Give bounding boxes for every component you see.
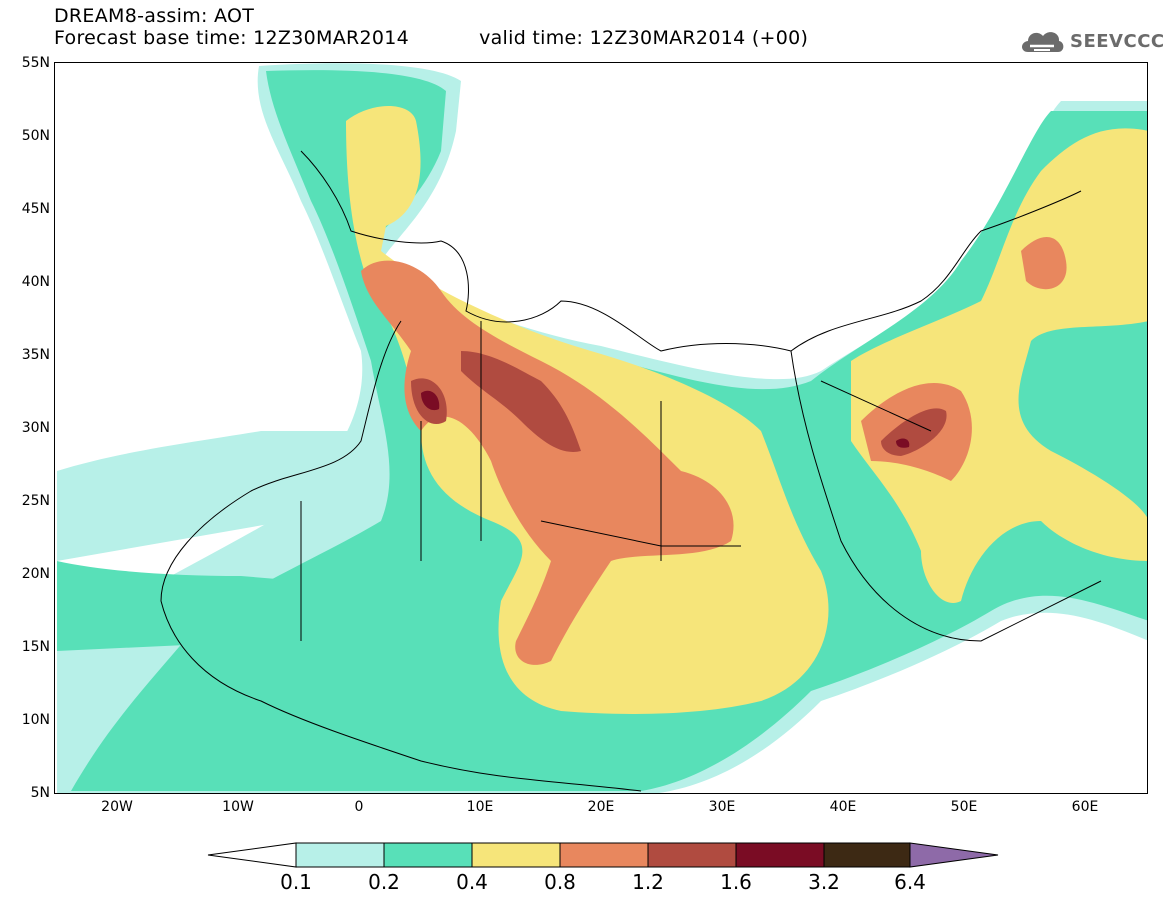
colorbar — [207, 842, 999, 868]
lon-label: 40E — [829, 799, 857, 815]
lon-label: 50E — [950, 799, 978, 815]
colorbar-label: 6.4 — [894, 870, 926, 894]
colorbar-label: 0.2 — [368, 870, 400, 894]
lat-label: 45N — [21, 201, 50, 217]
lat-label: 35N — [21, 347, 50, 363]
colorbar-high-arrow — [909, 842, 999, 868]
lat-label: 55N — [21, 55, 50, 71]
lat-label: 15N — [21, 639, 50, 655]
forecast-times: Forecast base time: 12Z30MAR2014 valid ti… — [54, 28, 808, 48]
valid-time: valid time: 12Z30MAR2014 (+00) — [479, 27, 809, 49]
colorbar-low-arrow — [207, 842, 297, 868]
cloud-icon — [1022, 32, 1064, 52]
aot-0.8-region — [361, 260, 734, 665]
colorbar-segment — [295, 842, 385, 868]
lat-label: 50N — [21, 128, 50, 144]
lon-label: 10W — [222, 799, 254, 815]
colorbar-label: 0.8 — [544, 870, 576, 894]
lat-label: 30N — [21, 420, 50, 436]
lat-label: 10N — [21, 712, 50, 728]
colorbar-label: 0.4 — [456, 870, 488, 894]
lon-label: 20W — [101, 799, 133, 815]
colorbar-segment — [823, 842, 911, 868]
coastline-arabia — [790, 350, 1102, 642]
colorbar-segment — [383, 842, 473, 868]
colorbar-label: 0.1 — [280, 870, 312, 894]
colorbar-segment — [471, 842, 561, 868]
aot-map — [54, 62, 1148, 794]
colorbar-segment — [559, 842, 649, 868]
colorbar-label: 1.2 — [632, 870, 664, 894]
lat-label: 20N — [21, 566, 50, 582]
colorbar-label: 1.6 — [720, 870, 752, 894]
coastline-africa — [160, 320, 642, 792]
coastline-europe — [300, 150, 1082, 352]
lat-label: 25N — [21, 493, 50, 509]
base-time: Forecast base time: 12Z30MAR2014 — [54, 27, 410, 49]
seevccc-logo: SEEVCCC — [1018, 26, 1165, 56]
aot-field — [57, 63, 1147, 793]
colorbar-label: 3.2 — [808, 870, 840, 894]
lon-label: 30E — [708, 799, 736, 815]
colorbar-segment — [647, 842, 737, 868]
logo-text: SEEVCCC — [1070, 30, 1165, 52]
lat-label: 40N — [21, 274, 50, 290]
lon-label: 60E — [1071, 799, 1099, 815]
lon-label: 10E — [466, 799, 494, 815]
aot-1.6-region — [421, 390, 440, 411]
border-lines — [300, 321, 932, 641]
lon-label: 0 — [354, 799, 364, 815]
lat-label: 5N — [30, 785, 50, 801]
colorbar-segment — [735, 842, 825, 868]
lon-label: 20E — [587, 799, 615, 815]
map-title: DREAM8-assim: AOT — [54, 5, 255, 27]
